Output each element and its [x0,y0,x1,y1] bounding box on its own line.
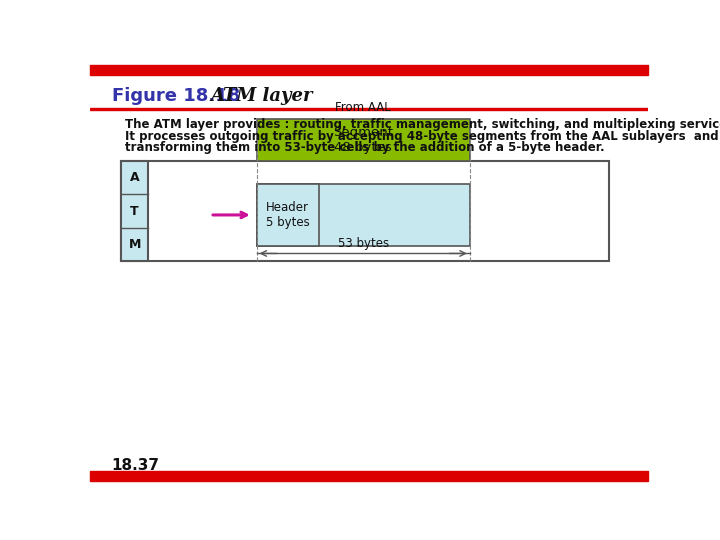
Text: Segment
48 bytes: Segment 48 bytes [333,126,393,154]
Text: The ATM layer provides : routing, traffic management, switching, and multiplexin: The ATM layer provides : routing, traffi… [125,118,720,131]
Bar [121,161,609,261]
Text: It processes outgoing traffic by accepting 48-byte segments from the AAL sublaye: It processes outgoing traffic by accepti… [125,130,719,143]
Bar [256,119,469,161]
Text: T: T [130,205,139,218]
Bar [90,109,648,110]
Bar [256,184,319,246]
Text: transforming them into 53-byte cells by the addition of a 5-byte header.: transforming them into 53-byte cells by … [125,141,605,154]
Text: 53 bytes: 53 bytes [338,237,389,249]
Text: 18.37: 18.37 [112,458,160,472]
Bar [256,184,469,246]
Bar [90,470,648,481]
Text: From AAL: From AAL [336,101,391,114]
Text: ATM layer: ATM layer [210,86,312,105]
Text: A: A [130,171,140,184]
Text: M: M [128,238,140,251]
Bar [121,161,148,261]
Text: Header
5 bytes: Header 5 bytes [266,201,310,229]
Text: Figure 18.18: Figure 18.18 [112,86,240,105]
Bar [90,65,648,75]
